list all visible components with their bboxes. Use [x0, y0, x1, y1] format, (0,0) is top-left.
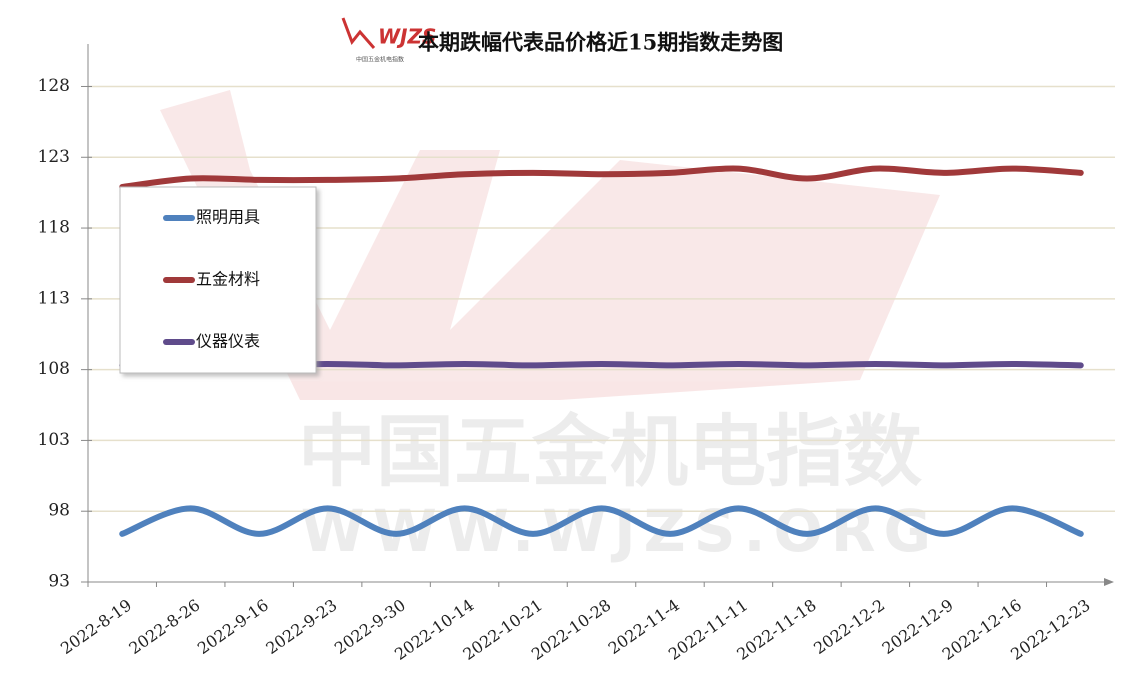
- legend-label: 五金材料: [196, 270, 260, 289]
- logo-subtext: 中国五金机电指数: [356, 56, 404, 64]
- y-tick-label: 123: [38, 147, 70, 167]
- logo: WJZS 中国五金机电指数: [341, 17, 436, 64]
- logo-arrow: [341, 17, 376, 49]
- y-tick-label: 103: [38, 430, 70, 450]
- legend-label: 仪器仪表: [196, 332, 260, 351]
- y-tick-label: 118: [38, 218, 70, 238]
- legend-label: 照明用具: [196, 208, 260, 227]
- y-tick-label: 128: [38, 76, 70, 96]
- x-tick-label: 2022-12-2: [810, 595, 888, 658]
- legend-box: [119, 186, 317, 374]
- x-tick-label: 2022-8-26: [125, 595, 203, 658]
- x-tick-label: 2022-9-16: [194, 595, 272, 658]
- chart-title: 本期跌幅代表品价格近15期指数走势图: [418, 30, 783, 55]
- series-line: [119, 505, 1084, 537]
- watermark-shape: [160, 90, 940, 400]
- x-tick-label: 2022-9-23: [262, 595, 340, 658]
- y-tick-label: 93: [48, 572, 70, 592]
- series-line: [119, 165, 1084, 190]
- logo-text: WJZS: [378, 25, 436, 49]
- x-tick-label: 2022-8-19: [57, 595, 135, 658]
- y-tick-label: 108: [38, 359, 70, 379]
- watermark-text: 中国五金机电指数: [298, 407, 922, 498]
- y-tick-label: 113: [38, 288, 70, 308]
- y-tick-label: 98: [48, 501, 70, 521]
